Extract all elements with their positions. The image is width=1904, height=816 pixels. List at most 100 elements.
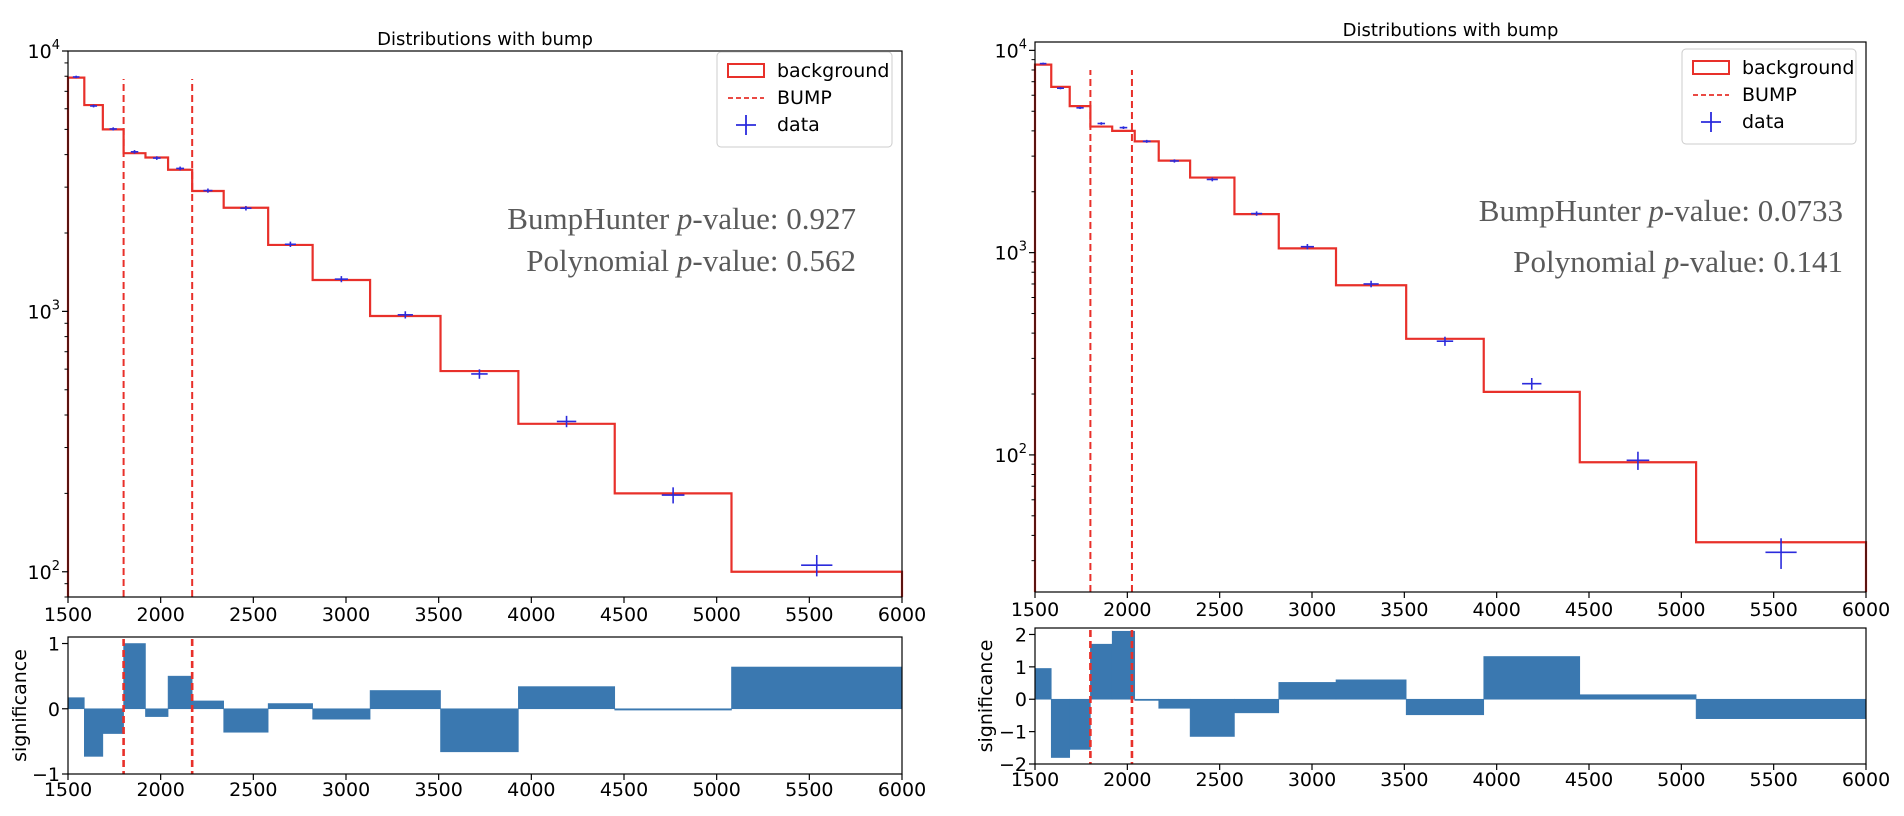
- significance-bar: [1335, 679, 1407, 700]
- significance-bar: [1234, 698, 1280, 714]
- x-tick-label: 3500: [1380, 599, 1428, 621]
- significance-bar: [1695, 698, 1867, 719]
- x-tick-label: 5500: [785, 604, 833, 626]
- data-point: [130, 150, 139, 154]
- data-point: [1039, 62, 1047, 65]
- data-point: [1522, 378, 1542, 390]
- significance-bar: [223, 708, 269, 733]
- data-point: [661, 487, 685, 504]
- sig-x-tick-label: 4000: [1472, 769, 1520, 791]
- x-tick-label: 4500: [600, 604, 648, 626]
- sig-x-tick-label: 2000: [1103, 769, 1151, 791]
- data-point: [176, 166, 185, 171]
- data-point: [397, 311, 413, 319]
- y-tick-label: 103: [28, 298, 60, 323]
- significance-bar: [84, 708, 104, 757]
- sig-x-tick-label: 5500: [785, 779, 833, 801]
- data-point: [1363, 280, 1379, 288]
- significance-bar: [731, 666, 903, 710]
- y-axis-ticks: 102 103 104: [995, 37, 1035, 562]
- x-tick-label: 4000: [507, 604, 555, 626]
- significance-bar: [1134, 698, 1160, 701]
- legend-label-data: data: [777, 114, 820, 136]
- legend: background BUMP data: [1681, 48, 1857, 145]
- data-point: [1169, 159, 1179, 163]
- data-point: [284, 241, 296, 248]
- y-tick-label: 102: [995, 442, 1027, 467]
- significance-frame: [67, 636, 903, 775]
- x-tick-label: 5500: [1749, 599, 1797, 621]
- y-tick-label: 104: [28, 38, 60, 63]
- legend: background BUMP data: [716, 51, 893, 148]
- x-tick-label: 2000: [1103, 599, 1151, 621]
- significance-bar: [102, 708, 124, 734]
- significance-bar: [1189, 698, 1235, 737]
- x-tick-label: 6000: [878, 604, 926, 626]
- data-point: [1119, 126, 1128, 129]
- background-histogram: [1033, 63, 1868, 592]
- legend-label-data: data: [1742, 111, 1785, 133]
- significance-bar: [369, 690, 441, 710]
- y-tick-label: 103: [995, 240, 1027, 265]
- sig-x-tick-label: 4000: [507, 779, 555, 801]
- legend-label-bump: BUMP: [1742, 84, 1797, 106]
- significance-bar: [440, 708, 519, 753]
- significance-panel: −1 0 1 1500 2000 2500 3000 3500 4000 4500 5000 5500…: [9, 634, 926, 801]
- data-point: [72, 75, 80, 79]
- significance-panel: −2 −1 0 1 2 1500 2000 2500 3000 3500 4000 4500 5000 5…: [975, 624, 1890, 791]
- bumphunter-pvalue: BumpHunter p-value: 0.927: [507, 201, 856, 236]
- significance-bar: [1483, 656, 1581, 700]
- chart-title: Distributions with bump: [377, 29, 593, 50]
- significance-bar: [1069, 698, 1091, 750]
- significance-bar: [267, 703, 313, 710]
- x-tick-label: 4500: [1565, 599, 1613, 621]
- main-plot-frame: [67, 50, 903, 598]
- sig-x-tick-label: 5500: [1749, 769, 1797, 791]
- data-point: [1076, 106, 1084, 110]
- significance-bar: [312, 708, 371, 720]
- sig-x-tick-label: 4500: [1565, 769, 1613, 791]
- y-tick-label: 102: [28, 559, 60, 584]
- chart-1: Distributions with bump 102 103 104 1500 2000…: [9, 29, 926, 801]
- data-point: [1057, 87, 1064, 90]
- sig-x-tick-label: 3000: [322, 779, 370, 801]
- significance-bar: [167, 675, 193, 710]
- data-point: [109, 127, 117, 131]
- legend-box: [1681, 48, 1857, 145]
- x-tick-label: 4000: [1472, 599, 1520, 621]
- data-point: [240, 205, 252, 211]
- x-tick-label: 2000: [136, 604, 184, 626]
- data-point: [1097, 122, 1106, 125]
- sig-y-tick-label: 0: [1015, 689, 1027, 711]
- significance-bar: [191, 700, 224, 710]
- sig-y-tick-label: 2: [1015, 624, 1027, 646]
- legend-swatch-background: [1692, 60, 1730, 75]
- significance-bar: [1090, 643, 1113, 700]
- data-point: [203, 188, 213, 193]
- significance-bar: [1278, 682, 1337, 700]
- sig-x-tick-label: 2500: [229, 779, 277, 801]
- legend-label-background: background: [777, 60, 889, 82]
- x-tick-label: 2500: [229, 604, 277, 626]
- sig-x-tick-label: 2500: [1195, 769, 1243, 791]
- data-point: [1300, 244, 1314, 250]
- data-point: [1142, 139, 1151, 143]
- data-point: [152, 156, 161, 160]
- x-tick-label: 5000: [692, 604, 740, 626]
- sig-y-tick-label: 1: [1015, 657, 1027, 679]
- legend-label-background: background: [1742, 57, 1854, 79]
- significance-axis-label: significance: [9, 649, 31, 762]
- significance-bar: [518, 686, 616, 710]
- x-tick-label: 1500: [1011, 599, 1059, 621]
- data-point: [90, 104, 98, 108]
- data-point: [801, 554, 833, 577]
- sig-y-tick-label: −1: [999, 722, 1027, 744]
- significance-bar: [1579, 694, 1697, 700]
- sig-x-tick-label: 3500: [414, 779, 462, 801]
- significance-bar: [1111, 630, 1136, 700]
- sig-y-tick-label: −2: [999, 754, 1027, 776]
- data-point: [556, 415, 577, 428]
- chart-title: Distributions with bump: [1343, 20, 1559, 41]
- sig-x-tick-label: 1500: [44, 779, 92, 801]
- sig-y-tick-label: 1: [48, 634, 60, 656]
